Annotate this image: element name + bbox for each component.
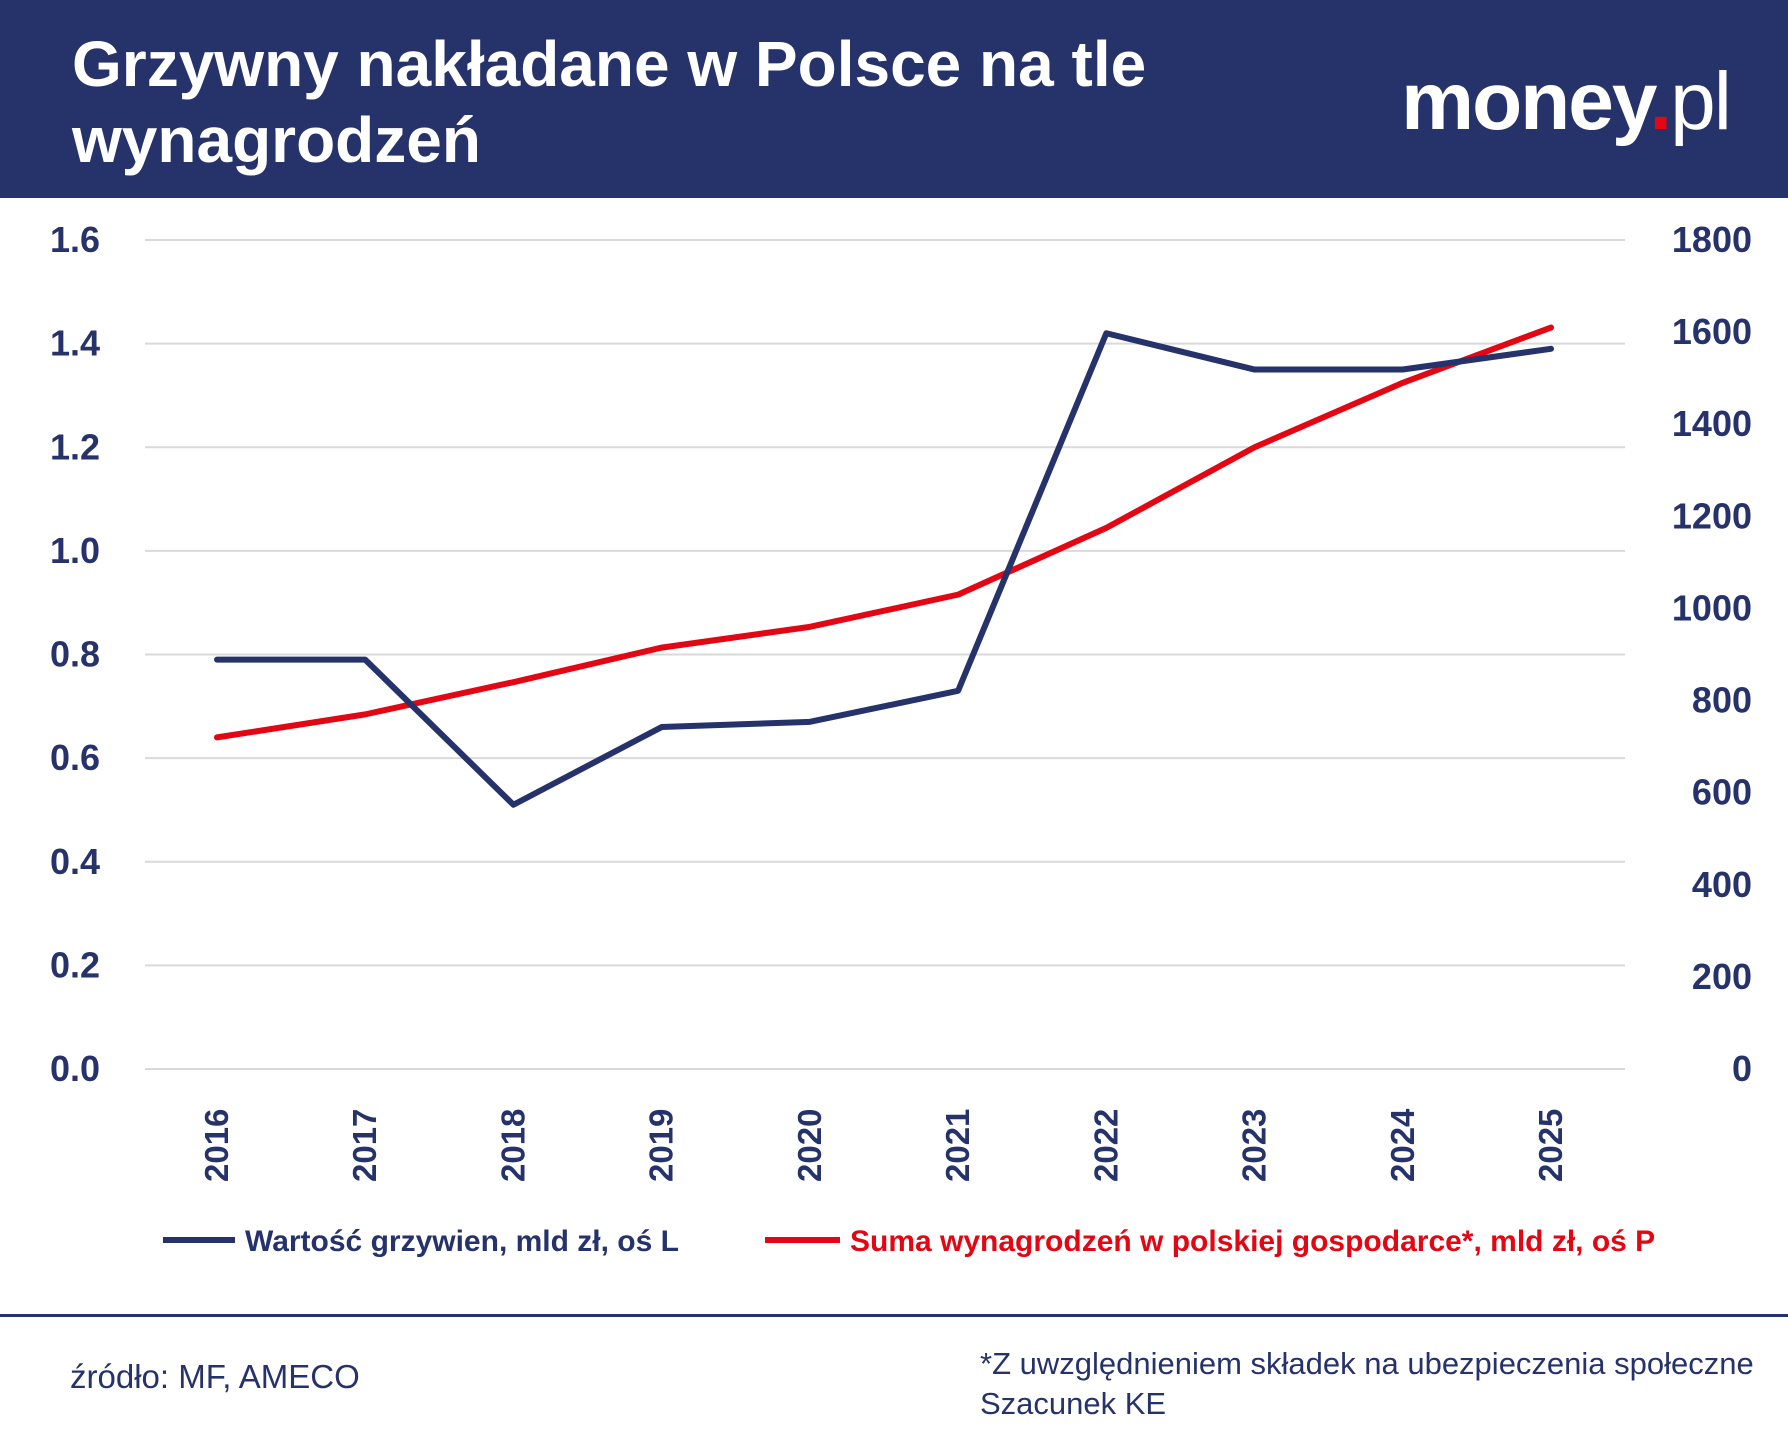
x-tick-label: 2025 bbox=[1532, 1109, 1569, 1182]
x-axis-ticks: 2016 2017 2018 2019 2020 2021 2022 2023 2024 2025 bbox=[198, 1108, 1569, 1182]
x-tick-label: 2018 bbox=[494, 1109, 531, 1182]
x-tick-label: 2017 bbox=[346, 1109, 383, 1182]
series-lines bbox=[214, 324, 1554, 808]
right-tick-label: 600 bbox=[1692, 772, 1752, 813]
left-tick-label: 0.8 bbox=[50, 634, 100, 675]
legend-label: Suma wynagrodzeń w polskiej gospodarce*,… bbox=[850, 1225, 1655, 1258]
legend-label: Wartość grzywien, mld zł, oś L bbox=[245, 1225, 679, 1258]
left-tick-label: 1.6 bbox=[50, 219, 100, 260]
right-tick-label: 1000 bbox=[1672, 587, 1752, 628]
x-tick-label: 2023 bbox=[1236, 1109, 1273, 1182]
x-tick-label: 2020 bbox=[791, 1109, 828, 1182]
logo-dot: . bbox=[1649, 56, 1672, 147]
right-tick-label: 1600 bbox=[1672, 311, 1752, 352]
source-note: źródło: MF, AMECO bbox=[70, 1358, 360, 1395]
right-tick-label: 400 bbox=[1692, 864, 1752, 905]
x-tick-label: 2024 bbox=[1384, 1108, 1421, 1182]
right-tick-label: 800 bbox=[1692, 680, 1752, 721]
right-tick-label: 1800 bbox=[1672, 219, 1752, 260]
header-bar: Grzywny nakładane w Polsce na tle wynagr… bbox=[0, 0, 1788, 198]
right-tick-label: 1400 bbox=[1672, 403, 1752, 444]
series-line-fines bbox=[214, 330, 1554, 808]
left-axis-ticks: 0.0 0.2 0.4 0.6 0.8 1.0 1.2 1.4 1.6 bbox=[50, 219, 100, 1089]
gridlines bbox=[145, 239, 1625, 1070]
footnote-line-2: Szacunek KE bbox=[980, 1386, 1167, 1421]
left-tick-label: 0.6 bbox=[50, 737, 100, 778]
left-tick-label: 0.2 bbox=[50, 944, 100, 985]
line-chart: 0.0 0.2 0.4 0.6 0.8 1.0 1.2 1.4 1.6 0 200 400 600 80… bbox=[50, 219, 1752, 1258]
left-tick-label: 1.2 bbox=[50, 426, 100, 467]
left-tick-label: 1.0 bbox=[50, 530, 100, 571]
left-tick-label: 0.0 bbox=[50, 1048, 100, 1089]
logo-suffix: pl bbox=[1670, 56, 1732, 147]
left-tick-label: 0.4 bbox=[50, 841, 100, 882]
footnote-line-1: *Z uwzględnieniem składek na ubezpieczen… bbox=[980, 1346, 1754, 1381]
left-tick-label: 1.4 bbox=[50, 323, 100, 364]
right-axis-ticks: 0 200 400 600 800 1000 1200 1400 1600 1800 bbox=[1672, 219, 1752, 1089]
legend: Wartość grzywien, mld zł, oś L Suma wynag… bbox=[163, 1225, 1655, 1258]
footer-divider bbox=[0, 1314, 1788, 1317]
right-tick-label: 0 bbox=[1732, 1048, 1752, 1089]
series-line-wages bbox=[214, 324, 1554, 741]
logo-main: money bbox=[1401, 56, 1651, 147]
x-tick-label: 2019 bbox=[643, 1109, 680, 1182]
footnote: *Z uwzględnieniem składek na ubezpieczen… bbox=[980, 1344, 1754, 1424]
right-tick-label: 200 bbox=[1692, 956, 1752, 997]
brand-logo: money.pl bbox=[1401, 52, 1732, 152]
x-tick-label: 2016 bbox=[198, 1109, 235, 1182]
chart-title: Grzywny nakładane w Polsce na tle wynagr… bbox=[72, 28, 1147, 176]
x-tick-label: 2022 bbox=[1087, 1109, 1124, 1182]
right-tick-label: 1200 bbox=[1672, 495, 1752, 536]
x-tick-label: 2021 bbox=[939, 1109, 976, 1182]
